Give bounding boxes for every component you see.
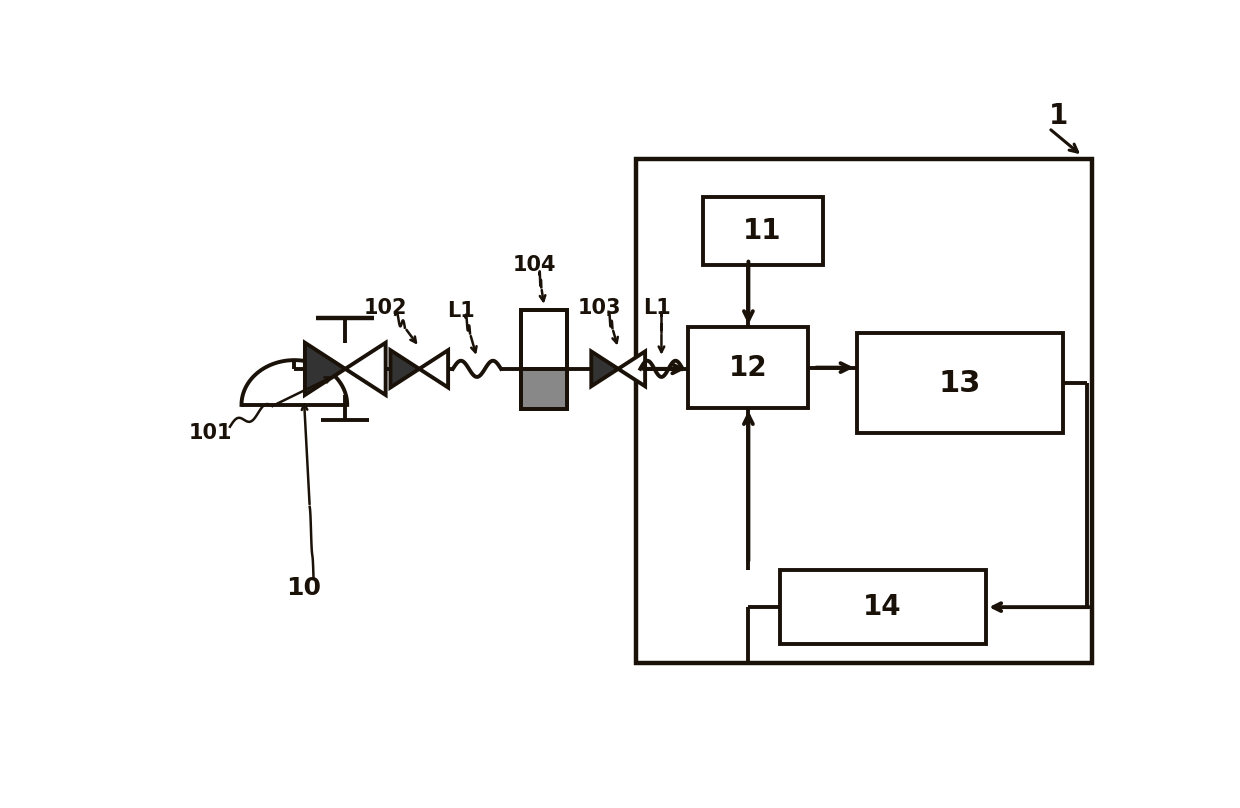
Text: 11: 11 xyxy=(743,217,781,245)
Bar xyxy=(703,196,823,265)
Bar xyxy=(688,327,808,408)
Bar xyxy=(242,200,347,405)
Text: 1: 1 xyxy=(1049,102,1068,129)
Text: 14: 14 xyxy=(863,593,901,621)
Text: L1: L1 xyxy=(446,301,475,321)
Bar xyxy=(857,334,1063,433)
Polygon shape xyxy=(419,350,448,388)
Text: 10: 10 xyxy=(286,576,321,600)
Polygon shape xyxy=(345,343,386,395)
Text: 102: 102 xyxy=(363,298,408,318)
Polygon shape xyxy=(591,351,619,386)
Text: 104: 104 xyxy=(513,255,557,275)
Bar xyxy=(521,309,567,410)
Text: L1: L1 xyxy=(642,298,671,318)
Text: 101: 101 xyxy=(188,423,232,443)
Text: 13: 13 xyxy=(939,368,981,398)
Text: 12: 12 xyxy=(729,354,768,381)
Bar xyxy=(780,570,986,645)
Bar xyxy=(521,368,567,410)
Bar xyxy=(521,309,567,368)
Bar xyxy=(635,159,1092,663)
Text: 103: 103 xyxy=(578,298,621,318)
Polygon shape xyxy=(619,351,645,386)
Polygon shape xyxy=(391,350,419,388)
Polygon shape xyxy=(305,343,345,395)
